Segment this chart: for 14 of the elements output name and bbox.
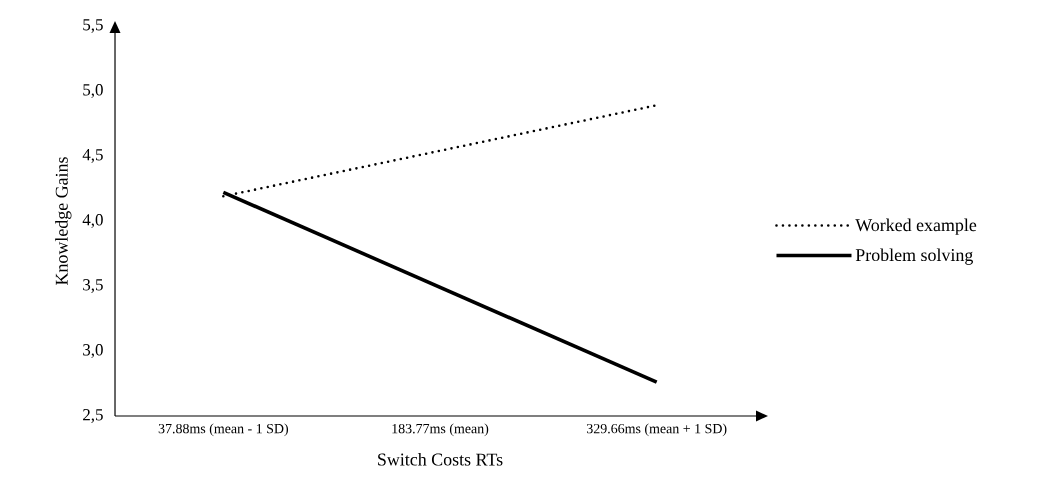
y-tick-label: 2,5 bbox=[83, 409, 103, 423]
y-tick-label: 3,5 bbox=[83, 279, 103, 293]
y-axis-title: Knowledge Gains bbox=[55, 157, 72, 285]
y-tick-label: 3,0 bbox=[83, 344, 103, 358]
legend-label: Worked example bbox=[855, 218, 977, 235]
y-tick-label: 4,0 bbox=[82, 214, 103, 228]
x-tick-label: 183.77ms (mean) bbox=[392, 423, 489, 437]
x-axis-title: Switch Costs RTs bbox=[378, 452, 503, 466]
x-tick-label: 37.88ms (mean - 1 SD) bbox=[158, 423, 289, 437]
y-tick-label: 5,0 bbox=[83, 84, 103, 98]
legend-label: Problem solving bbox=[855, 248, 973, 265]
y-tick-label: 5,5 bbox=[83, 19, 103, 33]
y-tick-label: 4,5 bbox=[82, 149, 103, 163]
x-tick-label: 329.66ms (mean + 1 SD) bbox=[586, 423, 727, 437]
